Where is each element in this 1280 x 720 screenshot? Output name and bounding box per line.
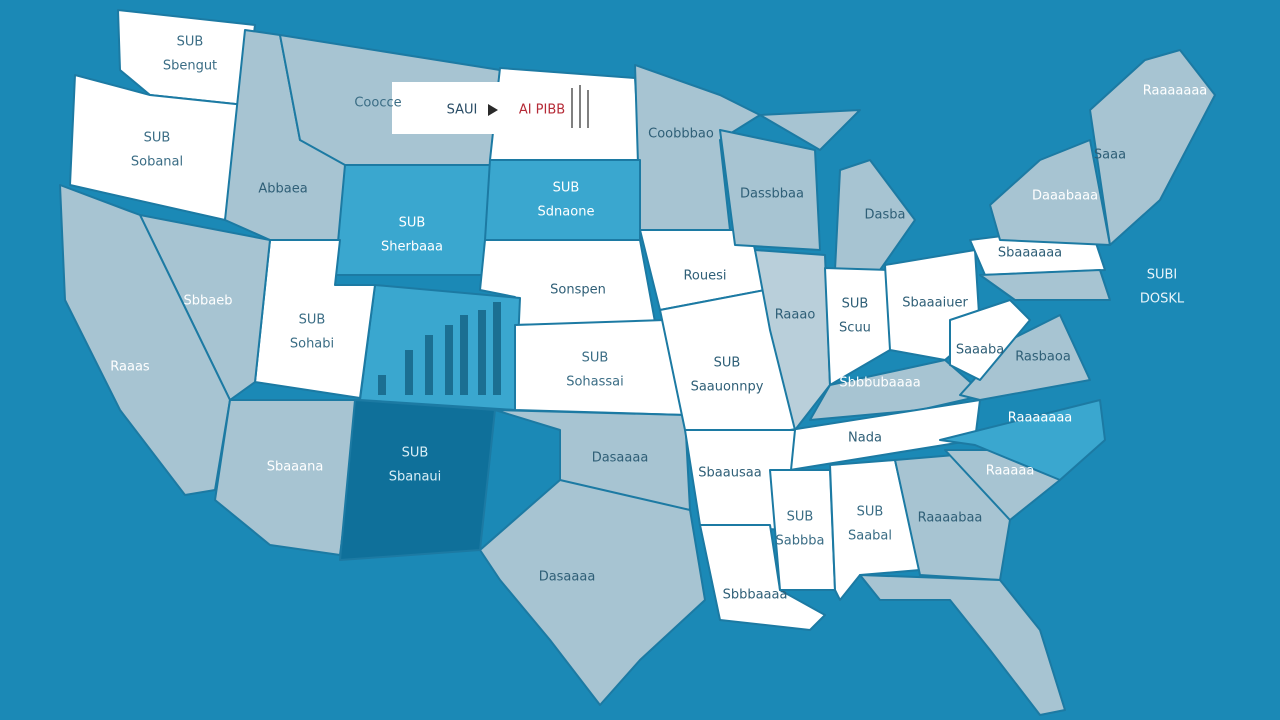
state-label: Sobanal	[131, 155, 183, 170]
state-label: Sabbba	[776, 534, 825, 549]
state-label: Sbanaui	[389, 470, 442, 485]
state-label: Abbaea	[258, 182, 307, 197]
state-label: Rasbaoa	[1015, 350, 1071, 365]
state-label: Dasba	[865, 208, 906, 223]
state-label: SUBI	[1147, 268, 1178, 283]
legend: SAUI AI PIBB	[392, 82, 589, 134]
legend-right: AI PIBB	[519, 103, 565, 118]
state-label: Raaaaaaa	[1008, 411, 1073, 426]
decor-bars	[378, 302, 501, 395]
state-label: Sbengut	[163, 59, 217, 74]
legend-box	[392, 82, 502, 134]
state-label: SUB	[553, 181, 580, 196]
state-label: SUB	[402, 446, 429, 461]
state-label: Sbbaeb	[184, 294, 233, 309]
state-label: SUB	[714, 356, 741, 371]
state-label: Dassbbaa	[740, 187, 804, 202]
state-label: SUB	[399, 216, 426, 231]
state-label: SUB	[177, 35, 204, 50]
state-label: Sohassai	[566, 375, 624, 390]
state-label: Sdnaone	[538, 205, 595, 220]
state-label: Rouesi	[683, 269, 726, 284]
state-label: Sherbaaa	[381, 240, 443, 255]
states	[59, 9, 1216, 716]
state-label: Coocce	[354, 96, 401, 111]
state-label: Raaaaaaa	[1143, 84, 1208, 99]
state-label: Saaaba	[956, 343, 1004, 358]
state-label: Sbaausaa	[698, 466, 761, 481]
state-label: Dasaaaa	[592, 451, 649, 466]
state-label: SUB	[842, 297, 869, 312]
state-label: Sonspen	[550, 283, 606, 298]
state-label: SUB	[787, 510, 814, 525]
state-label: Nada	[848, 431, 882, 446]
state-label: Saauonnpy	[691, 380, 764, 395]
state-label: SUB	[144, 131, 171, 146]
state-label: SUB	[857, 505, 884, 520]
state-label: Raaaaa	[986, 464, 1035, 479]
state-labels: SUB Sbengut SUB Sobanal Coocce Abbaea SUB Sherb…	[110, 35, 1207, 603]
state-label: Daaabaaa	[1032, 189, 1098, 204]
state-label: Sbaaaaaa	[998, 246, 1062, 261]
state-label: Sbbbubaaaa	[839, 376, 920, 391]
state-label: Raaas	[110, 360, 150, 375]
state-label: Sbbbaaaa	[723, 588, 788, 603]
state-label: SUB	[582, 351, 609, 366]
state-label: Dasaaaa	[539, 570, 596, 585]
state-label: Raaaabaa	[918, 511, 983, 526]
state-label: Sohabi	[290, 337, 334, 352]
state-label: DOSKL	[1140, 292, 1185, 307]
state-label: Scuu	[839, 321, 871, 336]
state-label: Saaa	[1094, 148, 1126, 163]
state-label: Sbaaaiuer	[902, 296, 968, 311]
state-label: Sbaaana	[267, 460, 324, 475]
state-label: SUB	[299, 313, 326, 328]
legend-left: SAUI	[447, 103, 478, 118]
state-label: Raaao	[775, 308, 816, 323]
state-label: Coobbbao	[648, 127, 714, 142]
state-label: Saabal	[848, 529, 892, 544]
